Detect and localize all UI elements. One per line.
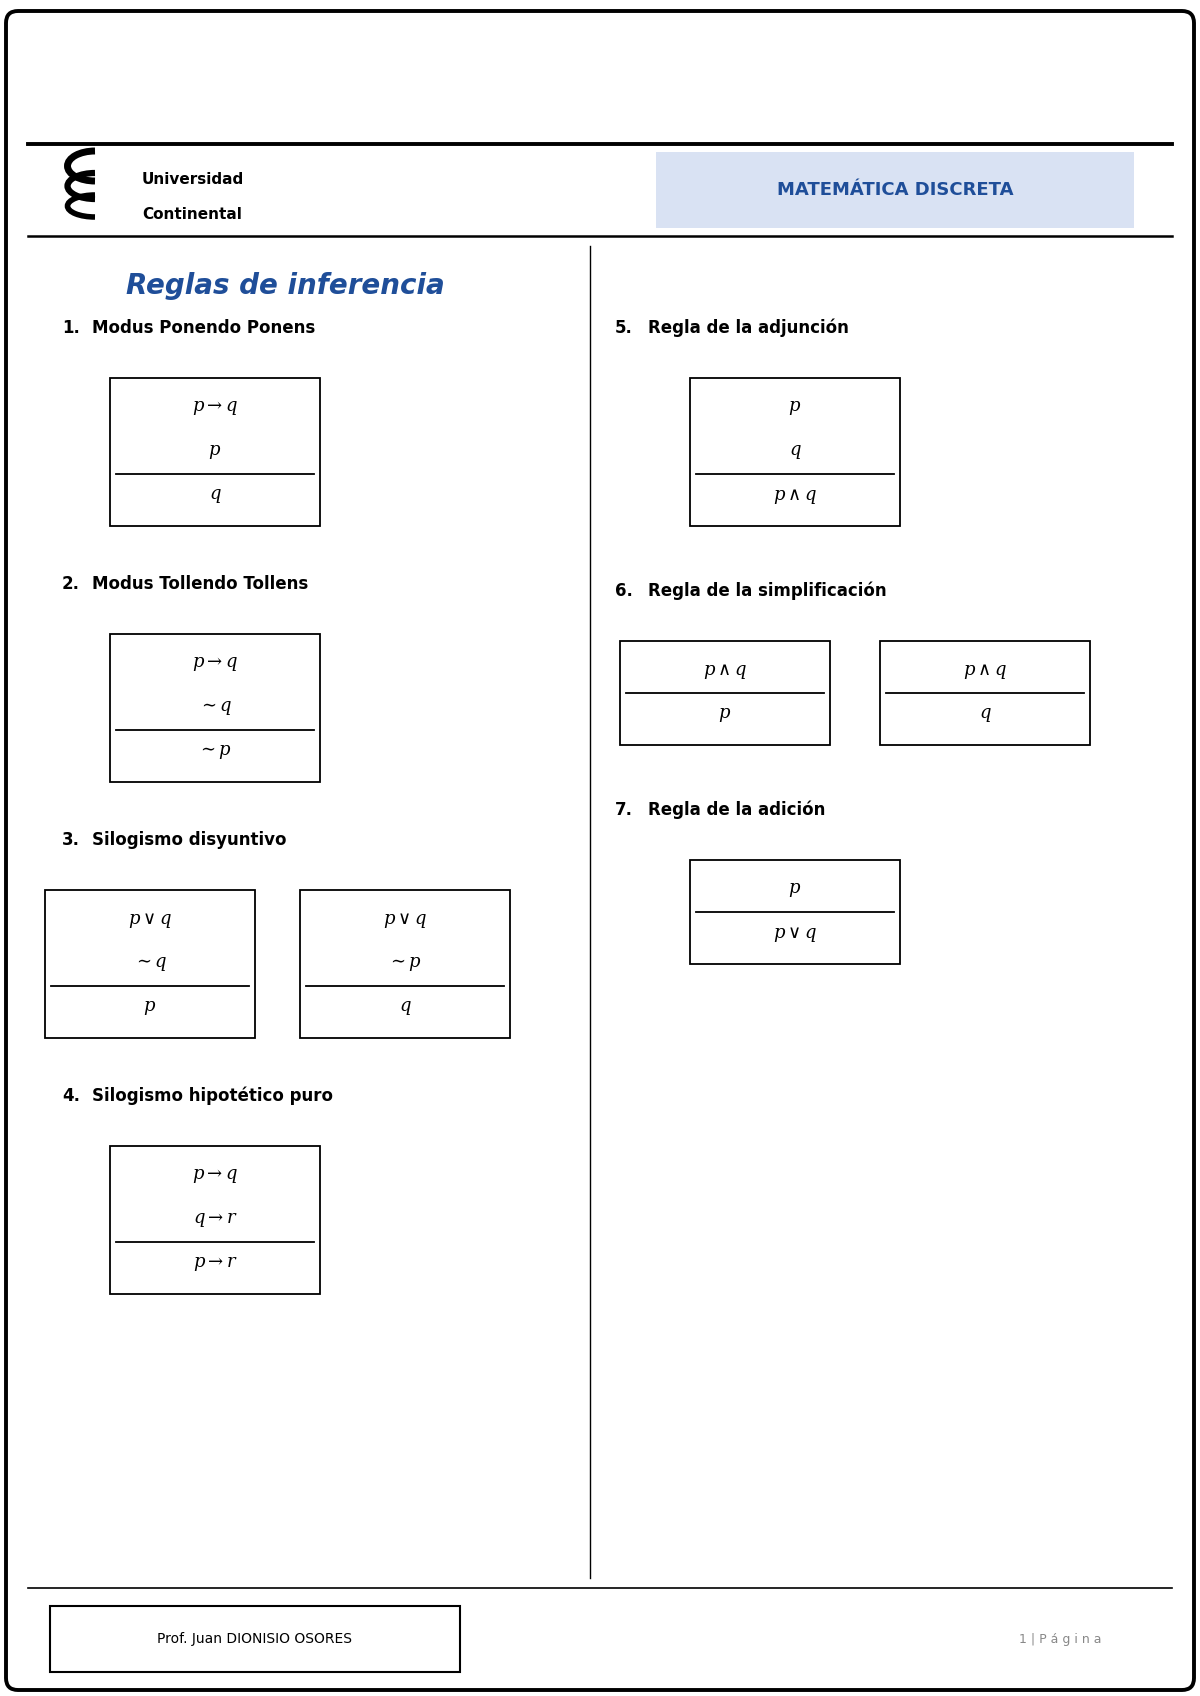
Text: Regla de la adición: Regla de la adición [648,801,826,819]
Text: MATEMÁTICA DISCRETA: MATEMÁTICA DISCRETA [776,181,1013,198]
Text: $p$: $p$ [144,999,156,1018]
Text: $p \rightarrow q$: $p \rightarrow q$ [192,399,238,417]
Text: $q$: $q$ [788,443,802,461]
Bar [620,641,830,745]
Text: Prof. Juan DIONISIO OSORES: Prof. Juan DIONISIO OSORES [157,1632,353,1647]
Text: $q$: $q$ [979,706,991,724]
Text: Regla de la simplificación: Regla de la simplificación [648,582,887,600]
Text: $q$: $q$ [209,487,221,505]
Text: $p \vee q$: $p \vee q$ [773,924,817,943]
Text: $p \wedge q$: $p \wedge q$ [773,487,817,505]
Bar [690,860,900,963]
Text: 5.: 5. [616,319,632,338]
Text: 4.: 4. [62,1087,80,1106]
Text: Reglas de inferencia: Reglas de inferencia [126,271,444,300]
Text: $q \rightarrow r$: $q \rightarrow r$ [192,1211,238,1230]
Text: $p \vee q$: $p \vee q$ [128,911,172,929]
Text: $\sim p$: $\sim p$ [198,743,233,762]
Text: $p \wedge q$: $p \wedge q$ [703,661,748,680]
Text: Modus Tollendo Tollens: Modus Tollendo Tollens [92,575,308,594]
Text: Silogismo hipotético puro: Silogismo hipotético puro [92,1087,334,1106]
Text: 2.: 2. [62,575,80,594]
Text: $\sim p$: $\sim p$ [388,955,422,974]
Bar [300,890,510,1038]
Text: $p$: $p$ [719,706,732,724]
Bar [110,634,320,782]
Text: 3.: 3. [62,831,80,850]
Bar [110,1146,320,1294]
Text: $p$: $p$ [209,443,222,461]
Text: Universidad: Universidad [142,171,245,187]
Text: Silogismo disyuntivo: Silogismo disyuntivo [92,831,287,850]
Text: $\sim q$: $\sim q$ [133,955,167,974]
Text: $p \vee q$: $p \vee q$ [383,911,427,929]
Bar [690,378,900,526]
FancyBboxPatch shape [656,153,1134,227]
Text: Continental: Continental [142,207,242,222]
Text: Modus Ponendo Ponens: Modus Ponendo Ponens [92,319,316,338]
Text: $p \rightarrow r$: $p \rightarrow r$ [192,1255,238,1274]
Bar [46,890,256,1038]
Text: 1.: 1. [62,319,80,338]
Text: $p \rightarrow q$: $p \rightarrow q$ [192,655,238,673]
FancyBboxPatch shape [6,10,1194,1689]
Bar [880,641,1090,745]
Text: 6.: 6. [616,582,632,600]
Bar [110,378,320,526]
Text: $p$: $p$ [788,880,802,899]
Text: $p \wedge q$: $p \wedge q$ [962,661,1007,680]
Text: $q$: $q$ [398,999,412,1018]
Bar [50,1606,460,1672]
Text: $p$: $p$ [788,399,802,417]
Text: $p \rightarrow q$: $p \rightarrow q$ [192,1167,238,1186]
Text: Regla de la adjunción: Regla de la adjunción [648,319,848,338]
Text: $\sim q$: $\sim q$ [198,699,233,717]
Text: 1 | P á g i n a: 1 | P á g i n a [1019,1633,1102,1645]
Text: 7.: 7. [616,801,634,819]
